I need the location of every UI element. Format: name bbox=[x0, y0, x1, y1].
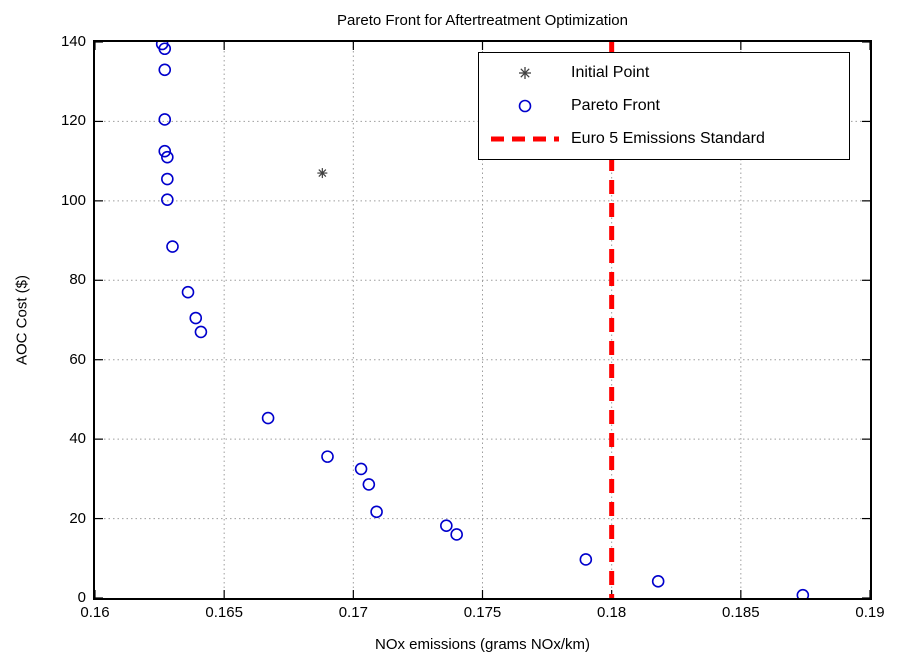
asterisk-marker-icon bbox=[479, 63, 571, 83]
pareto-point bbox=[161, 150, 174, 164]
initial-point-marker bbox=[317, 168, 328, 179]
y-tick-label: 140 bbox=[60, 33, 86, 50]
pareto-point bbox=[161, 172, 174, 186]
x-tick-label: 0.175 bbox=[463, 604, 502, 621]
x-tick-label: 0.19 bbox=[855, 604, 885, 621]
pareto-point bbox=[450, 528, 463, 541]
x-tick-label: 0.185 bbox=[722, 604, 760, 621]
y-tick-label: 120 bbox=[60, 112, 86, 130]
y-tick-label: 40 bbox=[69, 430, 86, 448]
pareto-point bbox=[181, 285, 195, 299]
pareto-point bbox=[370, 505, 383, 519]
pareto-point bbox=[651, 575, 665, 588]
pareto-point bbox=[440, 519, 453, 533]
y-tick-label: 60 bbox=[69, 350, 86, 368]
pareto-point bbox=[321, 450, 334, 463]
legend-label-initial-point: Initial Point bbox=[571, 63, 650, 81]
x-tick-label: 0.16 bbox=[80, 604, 110, 621]
pareto-point bbox=[158, 144, 172, 158]
legend-row-pareto-front: Pareto Front bbox=[479, 90, 849, 122]
legend-row-euro5: Euro 5 Emissions Standard bbox=[479, 123, 849, 155]
pareto-point bbox=[189, 311, 203, 325]
x-tick-label: 0.165 bbox=[205, 604, 243, 621]
circle-marker-icon bbox=[479, 96, 571, 116]
y-tick-label: 0 bbox=[77, 589, 86, 606]
pareto-point bbox=[158, 63, 172, 77]
pareto-point bbox=[158, 113, 172, 126]
legend-row-initial-point: Initial Point bbox=[479, 57, 849, 89]
x-tick-label: 0.18 bbox=[597, 604, 627, 621]
pareto-point bbox=[161, 193, 174, 206]
x-tick-label: 0.17 bbox=[338, 604, 368, 621]
legend-label-pareto-front: Pareto Front bbox=[571, 96, 660, 114]
pareto-point bbox=[158, 42, 172, 56]
pareto-point bbox=[261, 411, 275, 425]
pareto-point bbox=[166, 240, 179, 253]
pareto-point bbox=[354, 462, 368, 476]
dashed-line-icon bbox=[479, 129, 571, 149]
legend-label-euro5: Euro 5 Emissions Standard bbox=[571, 130, 765, 148]
pareto-point bbox=[194, 325, 208, 339]
legend: Initial Point Pareto Front Euro 5 Emissi… bbox=[478, 52, 850, 160]
y-tick-label: 80 bbox=[69, 271, 86, 289]
x-axis-label: NOx emissions (grams NOx/km) bbox=[374, 636, 591, 653]
y-tick-label: 20 bbox=[69, 509, 86, 527]
y-tick-label: 100 bbox=[60, 191, 86, 209]
pareto-point bbox=[579, 553, 593, 566]
pareto-point bbox=[362, 478, 376, 491]
chart-title: Pareto Front for Aftertreatment Optimiza… bbox=[337, 12, 628, 29]
pareto-point bbox=[796, 588, 810, 598]
